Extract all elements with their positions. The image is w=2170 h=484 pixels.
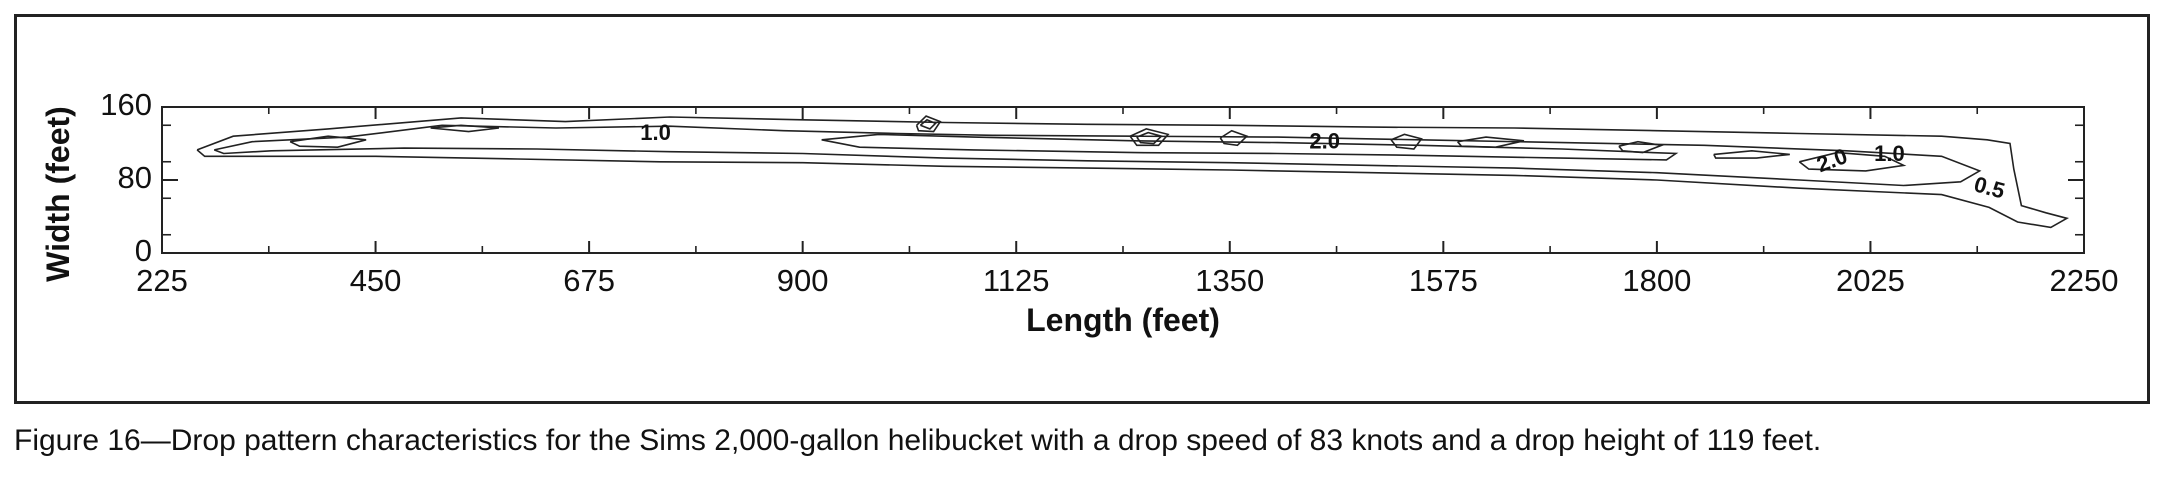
contour-line-12 [1456,136,1525,149]
contour-labels: 1.0 2.0 2.0 1.0 0.5 [640,120,2007,203]
y-tick-label: 80 [118,160,152,195]
x-tick-label: 1125 [983,263,1050,298]
contour-label: 1.0 [640,120,671,145]
figure-frame: 1.0 2.0 2.0 1.0 0.5 225 450 675 900 1125 1350 1575… [14,14,2150,404]
contour-line-0 [196,116,2070,229]
contour-line-7 [919,118,937,130]
contour-label: 2.0 [1309,128,1340,153]
contour-label: 0.5 [1972,171,2008,203]
contour-line-6 [915,115,942,133]
contour-line-1 [213,124,1982,187]
contour-label: 2.0 [1813,143,1850,177]
y-tick-label: 160 [100,87,152,122]
contour-line-11 [1390,133,1423,150]
contour-plot: 1.0 2.0 2.0 1.0 0.5 225 450 675 900 1125 1350 1575… [40,87,2118,338]
x-tick-label: 2250 [2050,263,2119,298]
contour-line-14 [1713,149,1790,159]
x-tick-label: 1800 [1622,263,1691,298]
figure-caption: Figure 16—Drop pattern characteristics f… [14,424,1822,457]
x-tick-label: 675 [563,263,615,298]
contour-line-3 [821,133,1679,161]
contour-line-13 [1618,140,1665,154]
contour-line-9 [1136,131,1163,145]
x-tick-label: 900 [777,263,829,298]
x-tick-label: 450 [350,263,402,298]
contour-lines [196,115,2070,229]
contour-label: 1.0 [1874,141,1905,166]
x-tick-label: 225 [136,263,188,298]
x-axis-title: Length (feet) [1026,302,1220,338]
contour-line-8 [1129,128,1170,147]
axis-ticks: 225 450 675 900 1125 1350 1575 1800 2025 2250 0 80 1… [100,87,2118,298]
x-tick-label: 2025 [1836,263,1905,298]
contour-line-5 [430,124,499,133]
x-tick-label: 1350 [1195,263,1264,298]
y-axis-title: Width (feet) [40,106,76,282]
contour-line-4 [289,135,367,149]
y-tick-label: 0 [135,233,152,268]
contour-line-2 [1798,151,1907,172]
x-tick-label: 1575 [1409,263,1478,298]
contour-line-10 [1219,129,1249,147]
